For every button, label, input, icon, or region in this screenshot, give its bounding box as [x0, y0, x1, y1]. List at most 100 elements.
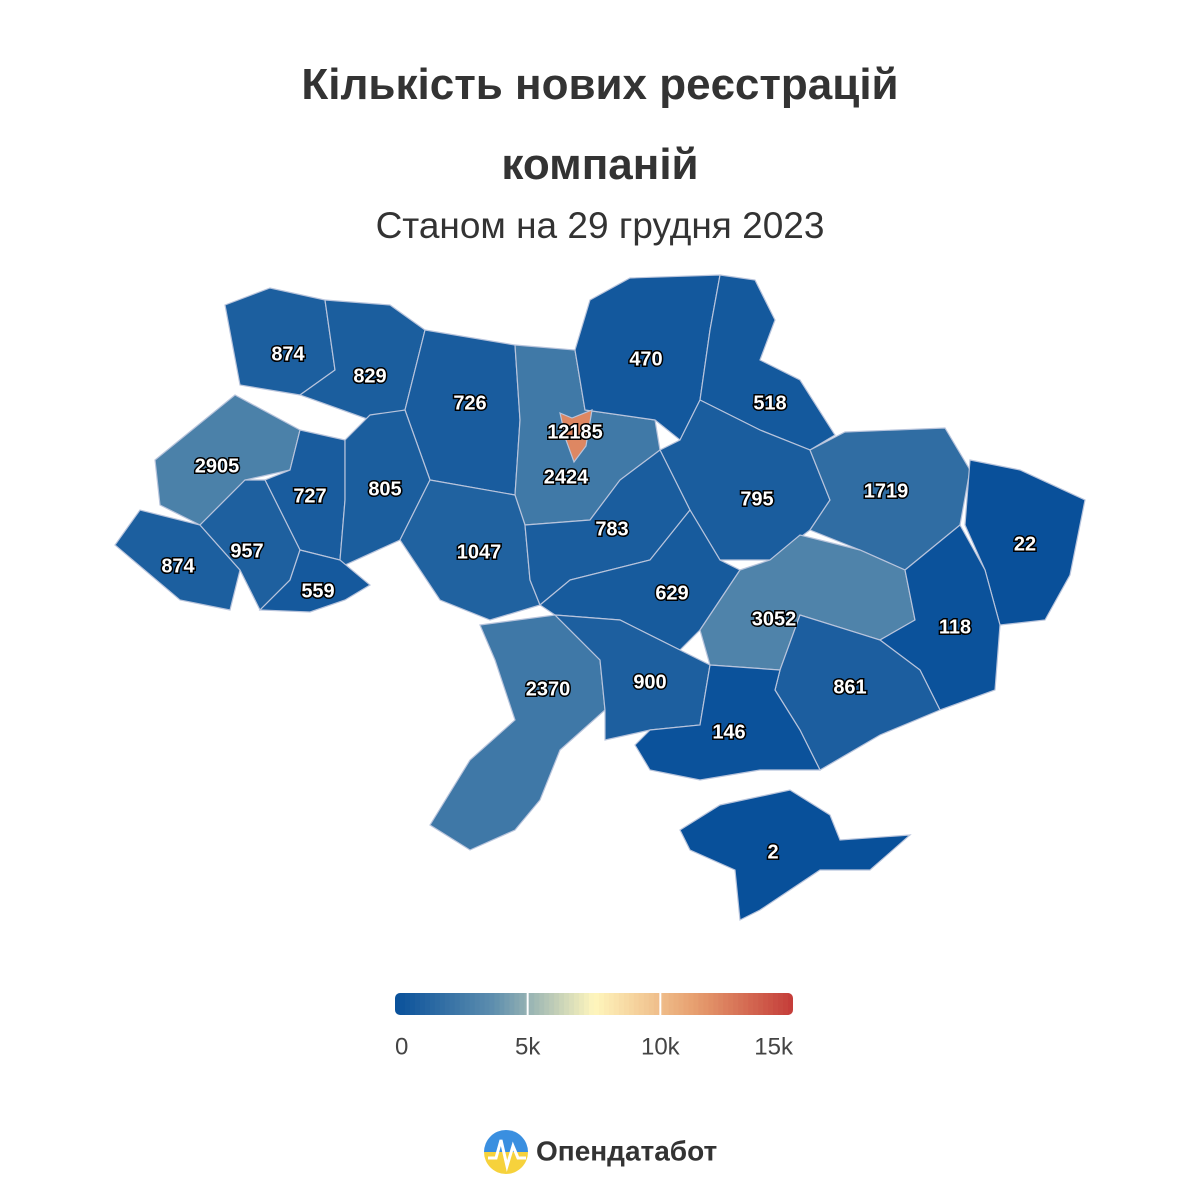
region-value: 874	[271, 343, 305, 365]
legend-swatch	[763, 993, 769, 1015]
legend-swatch	[434, 993, 441, 1015]
region	[679, 789, 912, 921]
legend-swatch	[713, 993, 719, 1015]
legend-swatch	[544, 993, 550, 1015]
region	[699, 274, 836, 451]
region-value: 829	[353, 365, 386, 387]
region-value: 783	[595, 518, 628, 540]
legend-swatch	[613, 993, 620, 1015]
region-value: 726	[453, 392, 486, 414]
legend-swatch	[414, 993, 421, 1015]
legend-swatch	[718, 993, 724, 1015]
legend-swatch	[509, 993, 515, 1015]
legend-swatch	[688, 993, 695, 1015]
region	[878, 524, 1001, 711]
legend-swatch	[778, 993, 784, 1015]
color-legend: 0 5k 10k 15k	[395, 993, 794, 1060]
legend-swatch	[584, 993, 590, 1015]
logo-pulse	[488, 1139, 526, 1172]
legend-swatch	[489, 993, 496, 1015]
legend-swatch	[579, 993, 585, 1015]
legend-swatch	[469, 993, 476, 1015]
region-value: 1719	[864, 480, 909, 502]
legend-swatch	[559, 993, 565, 1015]
legend-swatch	[628, 993, 635, 1015]
legend-swatch	[454, 993, 461, 1015]
legend-swatch	[419, 993, 426, 1015]
legend-swatch	[678, 993, 685, 1015]
region-value: 518	[753, 392, 786, 414]
legend-swatch	[479, 993, 486, 1015]
legend-swatch	[395, 993, 401, 1015]
legend-swatch	[499, 993, 506, 1015]
region-value: 795	[740, 488, 773, 510]
legend-swatch	[603, 993, 610, 1015]
legend-swatch	[574, 993, 580, 1015]
region-value: 2	[767, 841, 778, 863]
region-value: 118	[939, 616, 971, 638]
region	[154, 394, 301, 526]
legend-swatch	[733, 993, 739, 1015]
legend-swatch	[788, 993, 793, 1015]
legend-swatch	[623, 993, 630, 1015]
legend-swatch	[723, 993, 729, 1015]
legend-swatch	[638, 993, 645, 1015]
legend-swatch	[768, 993, 774, 1015]
region-value: 22	[1014, 533, 1036, 555]
legend-swatch	[519, 993, 525, 1015]
legend-swatch	[404, 993, 411, 1015]
region	[258, 549, 372, 613]
legend-tick-label: 15k	[754, 1033, 794, 1060]
region-value: 874	[161, 555, 195, 577]
legend-swatch	[708, 993, 714, 1015]
region-value: 12185	[547, 421, 603, 443]
region	[559, 409, 593, 464]
legend-swatch	[439, 993, 446, 1015]
legend-swatch	[598, 993, 605, 1015]
legend-swatch	[504, 993, 511, 1015]
legend-swatch	[589, 993, 595, 1015]
region-value: 559	[301, 580, 334, 602]
legend-swatch	[444, 993, 451, 1015]
legend-swatch	[643, 993, 650, 1015]
legend-swatch	[449, 993, 456, 1015]
legend-swatch	[618, 993, 625, 1015]
region-value: 146	[712, 721, 745, 743]
legend-tick-label: 5k	[515, 1033, 541, 1060]
legend-swatch	[608, 993, 615, 1015]
legend-swatch	[429, 993, 436, 1015]
legend-swatch	[673, 993, 680, 1015]
region-value: 805	[368, 478, 401, 500]
subtitle: Станом на 29 грудня 2023	[375, 205, 825, 246]
region-value: 2905	[195, 455, 240, 477]
region	[224, 287, 336, 396]
legend-swatch	[758, 993, 764, 1015]
logo: Опендатабот	[484, 1130, 717, 1174]
legend-swatch	[459, 993, 466, 1015]
brand: Опендатабот	[536, 1135, 717, 1166]
legend-swatch	[698, 993, 705, 1015]
legend-bar	[395, 993, 793, 1015]
region-value: 1047	[457, 541, 502, 563]
region	[634, 664, 821, 781]
region-value: 861	[833, 676, 866, 698]
legend-swatch	[653, 993, 660, 1015]
regions	[114, 274, 1086, 921]
legend-swatch	[399, 993, 406, 1015]
legend-swatch	[728, 993, 734, 1015]
legend-swatch	[594, 993, 600, 1015]
legend-swatch	[514, 993, 520, 1015]
region-value: 470	[629, 348, 662, 370]
title: Кількість нових реєстрацій компаній	[301, 60, 899, 189]
region	[429, 614, 606, 851]
legend-swatch	[658, 993, 665, 1015]
logo-icon	[484, 1130, 528, 1174]
legend-swatch	[773, 993, 779, 1015]
legend-swatch	[633, 993, 640, 1015]
region-value: 957	[230, 540, 263, 562]
legend-swatch	[738, 993, 744, 1015]
legend-swatch	[424, 993, 431, 1015]
region-value: 727	[293, 485, 326, 507]
